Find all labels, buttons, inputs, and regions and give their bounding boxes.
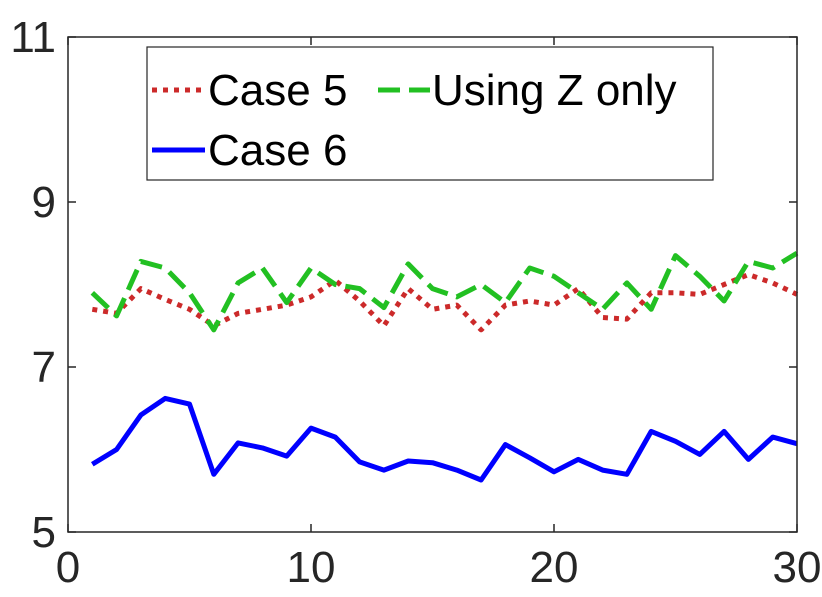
axes-box [67,36,798,533]
legend-label-1: Using Z only [432,66,677,115]
series-line-1 [90,250,799,333]
y-tick-label: 7 [32,343,56,392]
axes [67,36,798,533]
legend-box [146,46,714,181]
series-line-2 [90,395,798,483]
x-tick-label: 0 [56,543,80,592]
legend-label-0: Case 5 [208,66,347,115]
y-tick-label: 5 [32,508,56,557]
y-tick-label: 11 [10,13,56,62]
y-tick-label: 9 [32,178,56,227]
legend: Case 5 Using Z only Case 6 [146,46,714,181]
tick-labels: 0 10 20 30 5 7 9 11 [10,13,821,592]
x-tick-label: 20 [530,543,579,592]
legend-label-2: Case 6 [208,126,347,175]
series-layer [90,250,799,483]
x-tick-label: 10 [287,543,336,592]
x-tick-label: 30 [773,543,822,592]
